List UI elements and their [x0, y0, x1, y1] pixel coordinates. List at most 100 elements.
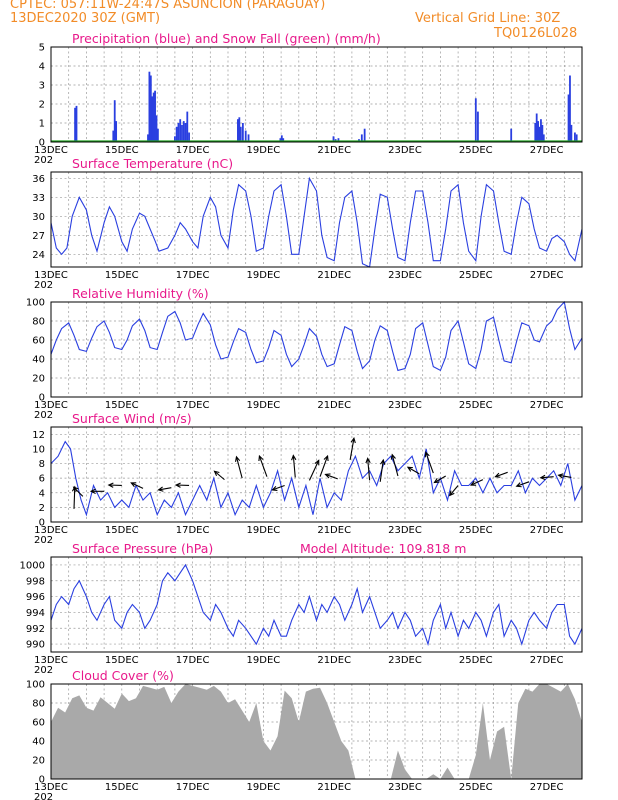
precip-bar	[238, 117, 241, 142]
x-tick-label: 13DEC	[34, 145, 68, 156]
panel-title: Surface Temperature (nC)	[72, 156, 233, 171]
x-tick-label: 13DEC	[34, 525, 68, 536]
y-tick-label: 80	[32, 317, 45, 328]
precip-bar	[148, 71, 151, 142]
y-tick-label: 27	[32, 231, 45, 242]
precip-bar	[477, 111, 479, 142]
y-tick-label: 30	[32, 212, 45, 223]
x-tick-label: 25DEC	[459, 400, 493, 411]
y-tick-label: 0	[39, 775, 45, 786]
x-tick-label: 25DEC	[459, 525, 493, 536]
wind-arrow-shaft	[434, 475, 446, 483]
x-tick-label: 13DEC	[34, 782, 68, 793]
wind-arrow	[448, 485, 459, 497]
wind-line	[50, 440, 583, 517]
wind-arrow	[515, 481, 530, 488]
wind-arrow-shaft	[540, 476, 554, 479]
wind-arrow	[469, 479, 484, 486]
precip-bar	[570, 124, 573, 142]
wind-arrow	[258, 454, 268, 477]
precip-bar	[154, 90, 156, 142]
y-tick-label: 2	[39, 100, 45, 111]
precip-bar	[474, 98, 477, 142]
grid-note: Vertical Grid Line: 30Z	[415, 11, 561, 26]
precip-bar	[112, 130, 115, 142]
wind-arrow-head	[494, 472, 501, 478]
precip-bar	[149, 75, 152, 142]
y-tick-label: 36	[32, 174, 45, 185]
x-tick-label: 21DEC	[317, 145, 351, 156]
wind-arrow-shaft	[308, 460, 320, 481]
x-tick-label: 19DEC	[247, 782, 281, 793]
x-tick-label: 17DEC	[176, 525, 210, 536]
precip-bar	[182, 121, 185, 142]
wind-arrow-head	[390, 453, 396, 460]
y-tick-label: 40	[32, 737, 45, 748]
wind-arrow-shaft	[470, 479, 484, 486]
wind-arrow-head	[557, 473, 564, 479]
x-tick-label: 13DEC	[34, 400, 68, 411]
precip-bar	[174, 136, 176, 142]
precip-bar	[74, 107, 76, 142]
x-tick-label: 27DEC	[530, 782, 564, 793]
wind-arrow-shaft	[319, 455, 329, 477]
wind-arrow-shaft	[73, 486, 84, 497]
wind-arrow-head	[323, 454, 329, 462]
x-tick-label: 27DEC	[530, 145, 564, 156]
precip-bar	[188, 132, 190, 142]
precip-bar	[113, 100, 116, 142]
wind-arrow-shaft	[158, 487, 172, 491]
precip-bar	[541, 124, 544, 142]
x-tick-label: 23DEC	[388, 655, 422, 666]
wind-arrow-head	[433, 478, 440, 484]
x-tick-label: 15DEC	[105, 270, 139, 281]
x-tick-label: 23DEC	[388, 270, 422, 281]
wind-arrow-shaft	[516, 481, 530, 487]
wind-arrow	[89, 488, 105, 494]
wind-arrow-shaft	[258, 455, 268, 477]
y-tick-label: 40	[32, 355, 45, 366]
x-tick-label: 21DEC	[317, 525, 351, 536]
precip-bar	[177, 123, 180, 142]
precip-bar	[147, 134, 149, 142]
precip-bar	[115, 121, 118, 142]
x-tick-label: 25DEC	[459, 782, 493, 793]
y-tick-label: 20	[32, 374, 45, 385]
y-tick-label: 998	[26, 576, 45, 587]
y-tick-label: 3	[39, 81, 45, 92]
wind-arrow-shaft	[292, 455, 296, 478]
wind-arrow-head	[89, 488, 96, 494]
y-tick-label: 5	[39, 43, 45, 54]
precip-bar	[337, 138, 340, 142]
precip-bar	[363, 128, 366, 142]
y-tick-label: 1	[39, 119, 45, 130]
x-tick-label: 15DEC	[105, 525, 139, 536]
wind-arrow	[406, 466, 420, 475]
precip-bar	[280, 135, 283, 142]
precip-bar	[535, 113, 538, 142]
x-tick-label: 17DEC	[176, 655, 210, 666]
wind-arrow	[271, 484, 285, 491]
wind-arrow-shaft	[425, 452, 434, 474]
x-year-stub: 202	[34, 792, 53, 800]
wind-arrow-shaft	[325, 473, 338, 480]
x-tick-label: 21DEC	[317, 400, 351, 411]
wind-arrow-head	[365, 457, 371, 464]
y-tick-label: 4	[39, 488, 45, 499]
temp-line	[50, 176, 583, 268]
y-tick-label: 12	[32, 430, 45, 441]
wind-arrow-shaft	[367, 458, 371, 481]
wind-arrow	[107, 482, 122, 488]
precip-bar	[75, 105, 78, 142]
y-tick-label: 100	[26, 298, 45, 309]
precip-bar	[569, 75, 571, 142]
wind-arrow-head	[324, 473, 331, 479]
panel-title: Cloud Cover (%)	[72, 668, 174, 683]
panel-frame	[50, 556, 583, 653]
model-id: TQ0126L028	[494, 26, 578, 41]
wind-arrow	[349, 436, 356, 460]
precip-bar	[244, 130, 247, 142]
wind-arrow	[494, 471, 508, 478]
wind-arrow	[365, 457, 371, 481]
x-tick-label: 27DEC	[530, 525, 564, 536]
